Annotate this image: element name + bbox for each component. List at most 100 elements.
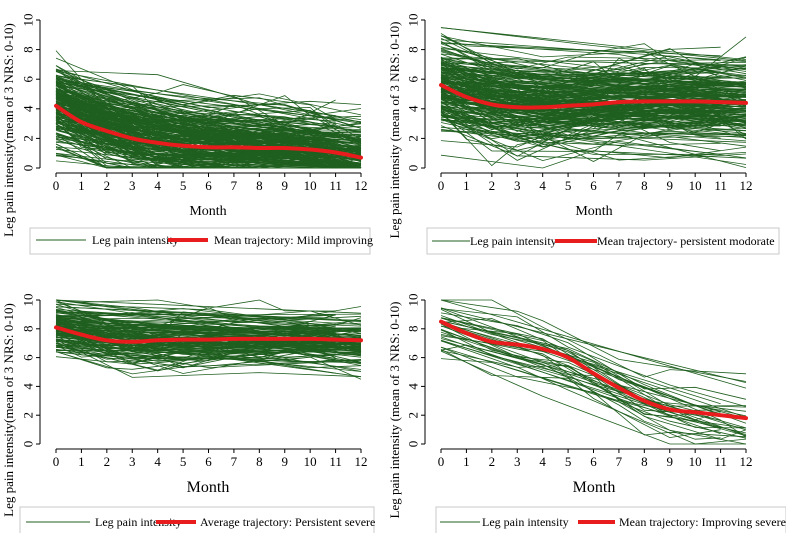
x-tick-label: 3 [129,178,136,193]
y-tick-label: 6 [21,354,36,361]
x-tick-label: 4 [539,178,546,193]
x-tick-label: 0 [438,454,445,469]
x-tick-label: 3 [514,454,521,469]
y-tick-label: 8 [406,46,421,53]
x-tick-label: 11 [329,178,342,193]
y-tick-label: 2 [21,412,36,419]
legend: Leg pain intensity Mean trajectory- persi… [427,228,779,254]
x-tick-label: 5 [565,454,572,469]
y-tick-label: 0 [406,165,421,172]
x-tick-label: 2 [104,178,111,193]
legend-label-mean: Mean trajectory- persistent modorate [597,234,775,248]
x-tick-label: 10 [689,178,702,193]
x-tick-label: 7 [616,178,623,193]
x-tick-label: 3 [514,178,521,193]
x-tick-label: 8 [641,454,648,469]
x-tick-label: 7 [231,178,238,193]
legend-label-individual: Leg pain intensity [482,515,569,529]
legend-label-individual: Leg pain intensity [470,234,557,248]
legend-label-mean: Mean trajectory: Mild improving [214,233,373,247]
x-axis-title: Month [573,479,616,496]
x-tick-label: 6 [205,454,212,469]
x-axis-title: Month [575,204,612,219]
x-tick-label: 8 [641,178,648,193]
y-tick-label: 10 [406,294,421,307]
x-tick-label: 5 [180,178,187,193]
x-tick-label: 12 [355,454,368,469]
x-tick-label: 2 [489,454,496,469]
x-tick-label: 6 [205,178,212,193]
x-tick-label: 6 [590,178,597,193]
legend: Leg pain intensity Mean trajectory: Impro… [436,507,786,533]
x-tick-label: 11 [714,178,727,193]
y-tick-label: 2 [406,412,421,419]
y-tick-label: 8 [21,46,36,53]
legend-label-individual: Leg pain intensity [92,233,179,247]
y-axis-title: Leg pain intensity(mean of 3 NRS: 0-10) [1,23,16,237]
x-tick-label: 10 [304,178,317,193]
y-tick-label: 0 [21,441,36,448]
y-tick-label: 4 [21,105,36,112]
x-tick-label: 1 [463,454,470,469]
y-tick-label: 0 [406,441,421,448]
y-tick-label: 0 [21,165,36,172]
x-tick-label: 7 [231,454,238,469]
x-tick-label: 12 [740,178,753,193]
y-tick-label: 8 [21,326,36,333]
x-tick-label: 1 [78,454,85,469]
y-tick-label: 4 [21,383,36,390]
x-tick-label: 7 [616,454,623,469]
x-tick-label: 12 [740,454,753,469]
x-tick-label: 9 [282,454,289,469]
y-axis-title: Leg pain intensity (mean of 3 NRS: 0-10) [387,302,402,519]
y-tick-label: 4 [406,105,421,112]
y-tick-label: 10 [21,14,36,27]
individual-trajectory-line [441,313,746,399]
x-tick-label: 12 [355,178,368,193]
x-tick-label: 2 [104,454,111,469]
x-tick-label: 11 [329,454,342,469]
x-tick-label: 8 [256,454,263,469]
individual-trajectories [441,28,746,169]
x-tick-label: 8 [256,178,263,193]
y-axis-title: Leg pain intensity(mean of 3 NRS: 0-10) [1,303,16,517]
x-tick-label: 4 [154,454,161,469]
y-tick-label: 10 [21,294,36,307]
x-tick-label: 5 [565,178,572,193]
x-tick-label: 10 [689,454,702,469]
y-tick-label: 8 [406,326,421,333]
x-tick-label: 0 [53,454,60,469]
individual-trajectory-line [441,28,746,60]
y-tick-label: 6 [406,354,421,361]
x-axis-title: Month [187,479,230,496]
legend-label-mean: Average trajectory: Persistent severe [200,515,375,529]
y-axis-title: Leg pain intensity (mean of 3 NRS: 0-10) [387,22,402,239]
x-tick-label: 0 [438,178,445,193]
individual-trajectory-line [441,349,721,437]
individual-trajectory-line [441,339,746,419]
x-tick-label: 1 [463,178,470,193]
y-tick-label: 2 [406,135,421,142]
y-tick-label: 6 [406,75,421,82]
x-tick-label: 4 [539,454,546,469]
x-tick-label: 5 [180,454,187,469]
legend: Leg pain intensity Mean trajectory: Mild … [30,228,373,254]
y-tick-label: 4 [406,383,421,390]
x-tick-label: 9 [667,178,674,193]
y-tick-label: 2 [21,135,36,142]
x-tick-label: 9 [282,178,289,193]
x-tick-label: 4 [154,178,161,193]
x-tick-label: 11 [714,454,727,469]
x-tick-label: 1 [78,178,85,193]
y-tick-label: 6 [21,75,36,82]
legend-label-mean: Mean trajectory: Improving severe [619,515,786,529]
x-tick-label: 10 [304,454,317,469]
x-tick-label: 2 [489,178,496,193]
